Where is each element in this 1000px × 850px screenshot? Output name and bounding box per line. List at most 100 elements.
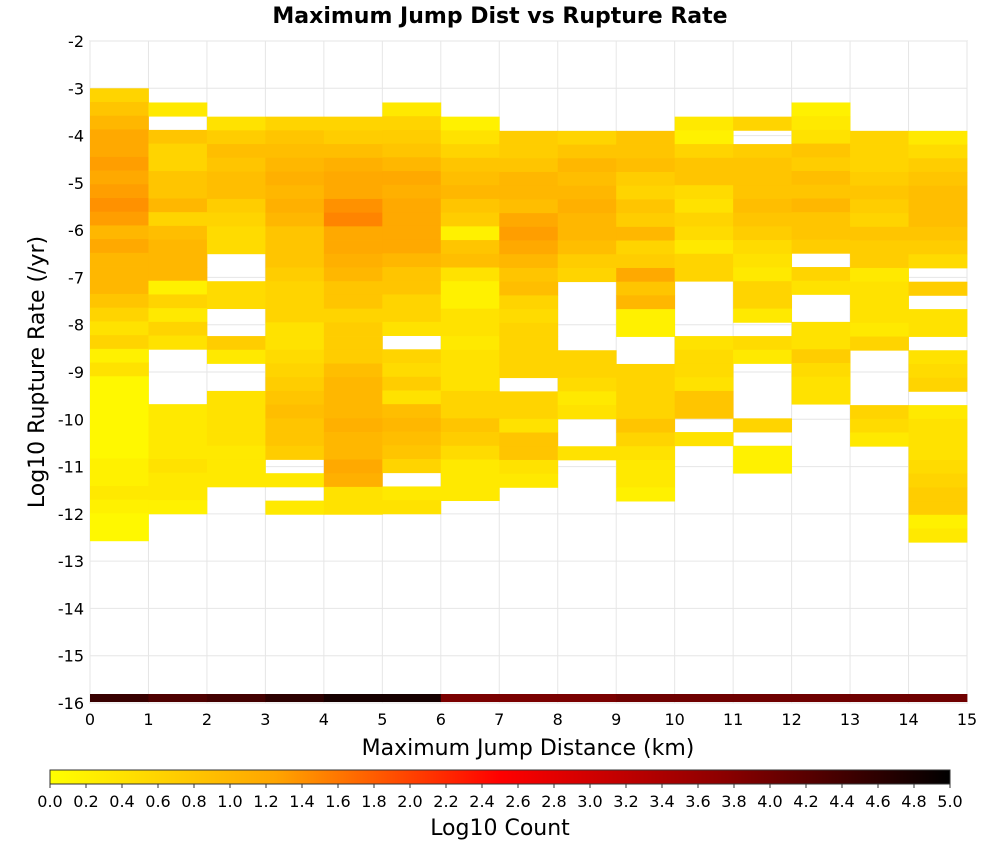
x-tick-label: 14 [898,710,918,729]
heatmap-cell [616,158,676,173]
heatmap-cell [90,485,149,501]
heatmap-cell [908,501,968,516]
heatmap-cell [499,254,559,269]
x-tick-label: 4 [319,710,329,729]
heatmap-cell [265,212,325,227]
bottom-bar-cell [850,694,909,702]
heatmap-cell [323,349,383,364]
heatmap-cell [908,213,968,228]
heatmap-cell [908,130,968,145]
heatmap-cell [908,254,968,269]
heatmap-cell [791,349,851,364]
heatmap-cell [616,309,676,324]
heatmap-cell [616,405,676,420]
heatmap-cell [440,322,500,337]
x-tick-label: 3 [260,710,270,729]
heatmap-cell [265,432,325,447]
heatmap-cell [499,281,559,296]
heatmap-cell [674,267,734,282]
x-axis-label: Maximum Jump Distance (km) [362,736,695,761]
heatmap-cell [148,486,208,501]
heatmap-cell [148,102,208,117]
heatmap-cell [206,226,266,241]
bottom-bar-cell [908,694,968,702]
heatmap-cell [90,417,149,432]
heatmap-cell [323,418,383,433]
heatmap-cell [382,349,442,364]
heatmap-cell [382,417,442,432]
y-tick-label: -6 [68,221,84,240]
heatmap-cell [265,240,325,255]
heatmap-cell [499,322,559,337]
heatmap-cell [382,321,442,336]
heatmap-cell [148,294,208,309]
heatmap-cell [499,446,559,461]
heatmap-cell [499,418,559,433]
heatmap-cell [674,377,734,392]
heatmap-cell [323,294,383,310]
heatmap-cell [791,198,851,213]
heatmap-cell [499,185,559,200]
heatmap-cell [90,197,149,213]
heatmap-cell [791,363,851,378]
y-tick-label: -11 [58,458,84,477]
heatmap-cell [908,158,968,173]
heatmap-cell [323,157,383,172]
heatmap-cell [382,143,442,158]
heatmap-cell [733,116,792,131]
heatmap-cell [265,130,325,145]
bottom-bar-cell [557,694,617,702]
x-tick-label: 8 [553,710,563,729]
y-tick-label: -10 [58,410,84,429]
heatmap-cell [148,404,208,419]
heatmap-cell [499,309,559,324]
heatmap-cell [733,240,792,255]
heatmap-cell [382,212,442,227]
heatmap-cell [733,294,792,310]
y-tick-label: -5 [68,174,84,193]
heatmap-cell [440,377,500,392]
heatmap-cell [323,144,383,159]
heatmap-cell [733,253,792,268]
heatmap-cell [440,144,500,159]
heatmap-cell [265,363,325,378]
heatmap-cell [557,267,617,283]
bottom-bar-cell [616,694,676,702]
heatmap-cell [440,157,500,172]
bottom-bar-cell [382,694,442,702]
heatmap-cell [616,322,676,337]
heatmap-cell [499,171,559,187]
heatmap-cell [499,350,559,365]
heatmap-cell [90,362,149,377]
heatmap-cell [616,240,676,255]
heatmap-cell [148,431,208,446]
heatmap-cell [674,390,734,406]
heatmap-cell [382,116,442,131]
heatmap-cell [148,308,208,323]
heatmap-cell [499,226,559,241]
y-tick-label: -13 [58,552,84,571]
heatmap-cell [323,267,383,282]
heatmap-cell [850,432,909,447]
heatmap-cell [148,184,208,199]
heatmap-cell [323,404,383,419]
heatmap-cell [791,129,851,145]
heatmap-cell [323,308,383,323]
colorbar-tick-label: 2.8 [541,792,566,811]
heatmap-cell [323,130,383,145]
heatmap-cell [733,198,792,214]
heatmap-cell [323,171,383,186]
heatmap-cell [616,377,676,392]
heatmap-cell [382,390,442,405]
heatmap-cell [616,295,676,310]
heatmap-cell [908,322,968,337]
heatmap-cell [206,185,266,200]
heatmap-cell [440,198,500,214]
heatmap-cell [382,376,442,391]
colorbar-tick-label: 1.4 [289,792,314,811]
bottom-bar-cell [323,694,383,702]
heatmap-cell [90,225,149,240]
heatmap-cell [148,500,208,515]
heatmap-cell [733,349,792,364]
